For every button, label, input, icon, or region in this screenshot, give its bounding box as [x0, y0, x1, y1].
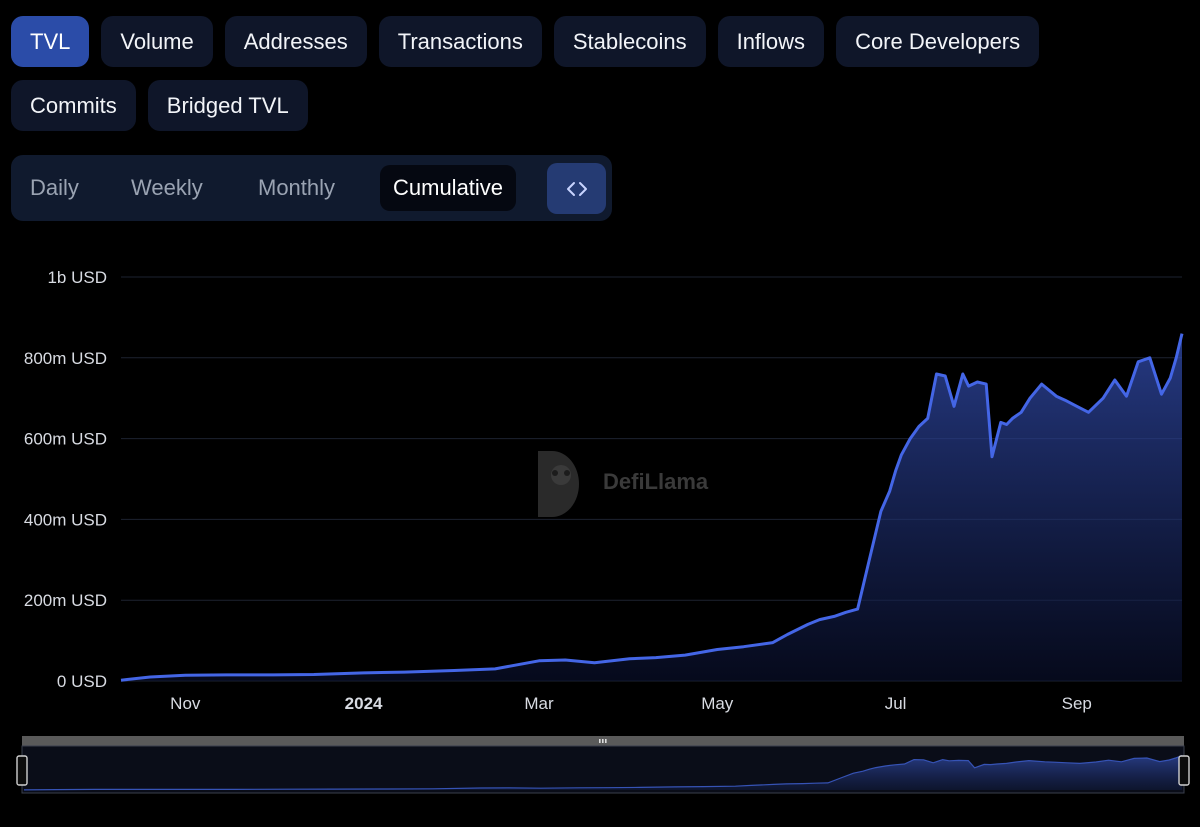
tvl-area — [121, 333, 1182, 681]
embed-button[interactable] — [547, 163, 606, 214]
y-tick-label: 800m USD — [24, 349, 107, 368]
metric-tabs-row-2: Commits Bridged TVL — [11, 80, 308, 131]
period-daily[interactable]: Daily — [30, 175, 79, 200]
watermark-text: DefiLlama — [603, 469, 709, 494]
tvl-line — [120, 333, 1184, 682]
tab-volume[interactable]: Volume — [101, 16, 213, 67]
tab-stablecoins[interactable]: Stablecoins — [553, 16, 706, 67]
tab-commits[interactable]: Commits — [11, 80, 136, 131]
period-weekly[interactable]: Weekly — [131, 175, 203, 200]
tvl-chart: 0 USD 200m USD 400m USD 600m USD 800m USD 1b … — [16, 268, 1190, 794]
right-handle[interactable] — [1178, 755, 1190, 786]
watermark: DefiLlama — [538, 451, 709, 517]
tab-transactions[interactable]: Transactions — [378, 16, 542, 67]
navigator-area — [24, 755, 1182, 790]
x-tick-label: Mar — [524, 694, 554, 713]
left-handle[interactable] — [16, 755, 28, 786]
x-tick-label: Sep — [1062, 694, 1092, 713]
metric-tabs-row-1: TVL Volume Addresses Transactions Stable… — [11, 16, 1040, 67]
tab-addresses[interactable]: Addresses — [224, 16, 367, 67]
period-cumulative[interactable]: Cumulative — [380, 165, 517, 211]
y-tick-label: 400m USD — [24, 510, 107, 529]
navigator-line — [23, 755, 1183, 791]
range-slider[interactable] — [16, 736, 1190, 794]
tab-tvl[interactable]: TVL — [11, 16, 90, 67]
tab-bridged-tvl[interactable]: Bridged TVL — [147, 80, 308, 131]
drag-grip-icon[interactable] — [599, 739, 607, 743]
period-selector: Daily Weekly Monthly Cumulative — [11, 155, 612, 221]
code-icon — [566, 181, 587, 196]
period-monthly[interactable]: Monthly — [258, 175, 336, 200]
tab-inflows[interactable]: Inflows — [717, 16, 825, 67]
tab-core-developers[interactable]: Core Developers — [836, 16, 1040, 67]
x-tick-label: 2024 — [345, 694, 383, 713]
y-tick-label: 0 USD — [57, 672, 107, 691]
x-tick-label: Jul — [885, 694, 907, 713]
y-tick-label: 200m USD — [24, 591, 107, 610]
y-tick-label: 1b USD — [47, 268, 107, 287]
y-tick-label: 600m USD — [24, 430, 107, 449]
x-tick-label: May — [701, 694, 734, 713]
x-tick-label: Nov — [170, 694, 201, 713]
